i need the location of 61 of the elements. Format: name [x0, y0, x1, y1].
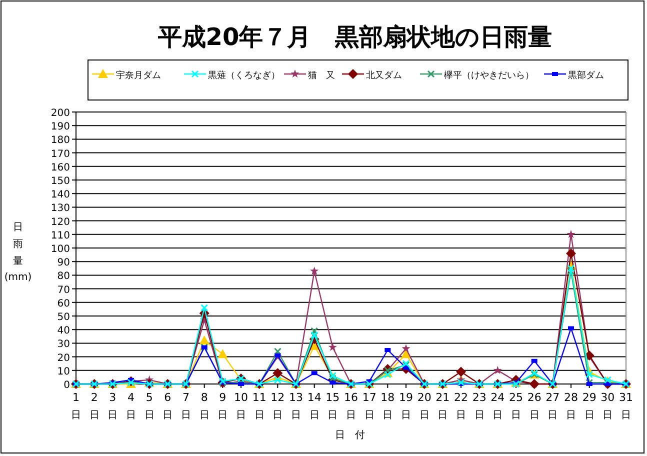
x-tick-label: 19日	[399, 391, 413, 421]
y-tick-label: 0	[64, 380, 70, 391]
x-tick-label: 7日	[181, 391, 191, 421]
x-tick-label: 10日	[234, 391, 248, 421]
x-tick-label: 21日	[436, 391, 450, 421]
x-tick-label: 22日	[454, 391, 468, 421]
y-tick-label: 70	[57, 284, 70, 296]
x-tick-label: 14日	[307, 391, 322, 421]
y-tick-label: 20	[57, 352, 70, 364]
x-tick-label: 9日	[218, 391, 228, 421]
x-tick-label: 20日	[417, 391, 432, 421]
y-tick-label: 80	[57, 271, 70, 282]
y-axis-title: 日雨量(mm)	[4, 222, 32, 283]
y-tick-label: 100	[50, 244, 70, 255]
x-tick-label: 2日	[89, 391, 100, 421]
x-axis-title: 日 付	[335, 430, 365, 441]
legend-label: 黒薙（くろなぎ）	[208, 70, 280, 81]
y-tick-label: 170	[50, 148, 70, 160]
y-tick-label: 160	[50, 162, 70, 174]
x-tick-label: 30日	[600, 391, 615, 421]
legend-label: 北又ダム	[366, 70, 402, 81]
x-tick-label: 12日	[270, 391, 285, 421]
x-tick-label: 3日	[108, 391, 118, 421]
y-tick-label: 180	[50, 135, 70, 146]
x-tick-label: 1日	[71, 391, 81, 421]
legend-label: 宇奈月ダム	[116, 70, 161, 81]
x-tick-label: 29日	[582, 391, 596, 421]
x-tick-label: 16日	[344, 391, 358, 421]
y-tick-label: 90	[57, 258, 70, 269]
x-tick-label: 23日	[472, 391, 486, 421]
x-tick-label: 4日	[126, 391, 136, 421]
legend-label: 黒部ダム	[568, 70, 604, 81]
y-tick-label: 140	[50, 190, 70, 201]
legend-label: 欅平（けやきだいら）	[444, 70, 534, 81]
y-tick-label: 30	[57, 339, 70, 350]
x-tick-label: 28日	[564, 391, 578, 421]
y-tick-label: 110	[50, 230, 70, 242]
x-tick-label: 31日	[619, 391, 633, 421]
x-tick-label: 18日	[380, 391, 395, 421]
y-tick-label: 190	[50, 122, 70, 133]
x-tick-label: 11日	[252, 391, 266, 421]
y-tick-label: 150	[50, 176, 70, 187]
x-tick-label: 5日	[144, 391, 154, 421]
y-tick-label: 120	[50, 216, 70, 228]
y-tick-label: 200	[50, 108, 70, 119]
y-tick-label: 50	[57, 312, 70, 323]
y-tick-label: 60	[57, 298, 70, 310]
x-tick-label: 15日	[326, 391, 340, 421]
x-tick-label: 8日	[199, 391, 210, 421]
y-tick-label: 10	[57, 366, 70, 378]
chart-title: 平成20年７月 黒部扇状地の日雨量	[156, 23, 552, 51]
x-tick-label: 27日	[546, 391, 560, 421]
legend-label: 猫 又	[308, 70, 335, 81]
x-tick-label: 6日	[162, 391, 173, 421]
y-tick-label: 40	[57, 326, 70, 337]
y-tick-label: 130	[50, 203, 70, 214]
x-tick-label: 25日	[509, 391, 523, 421]
x-tick-label: 24日	[490, 391, 505, 421]
x-tick-label: 26日	[527, 391, 542, 421]
x-tick-label: 17日	[362, 391, 376, 421]
x-tick-label: 13日	[289, 391, 303, 421]
